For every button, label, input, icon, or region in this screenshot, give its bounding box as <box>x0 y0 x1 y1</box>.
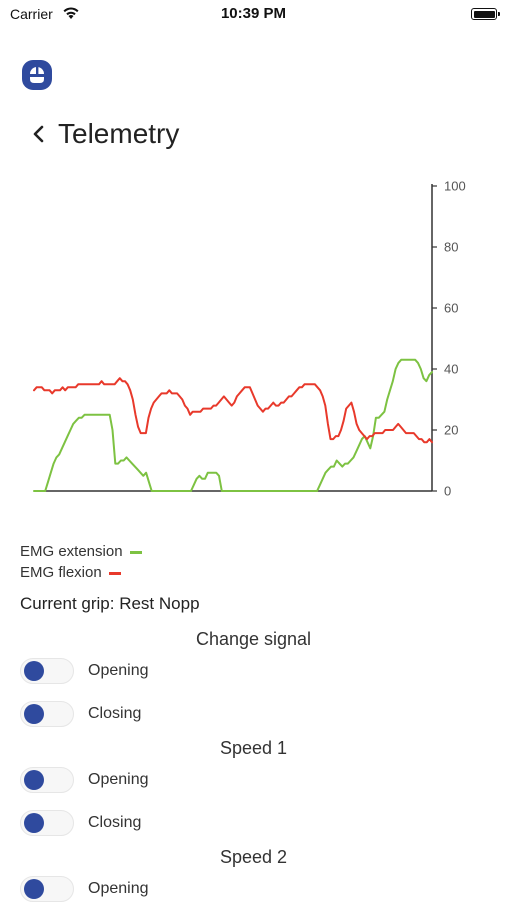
wifi-icon <box>63 7 79 19</box>
carrier-label: Carrier <box>10 6 53 22</box>
section-title-speed-1: Speed 1 <box>219 738 288 758</box>
change-signal-closing-toggle[interactable] <box>20 701 74 727</box>
chart-legend: EMG extension EMG flexion <box>20 541 142 583</box>
toggle-label: Closing <box>88 705 142 722</box>
y-tick-label-20: 20 <box>444 423 458 438</box>
y-tick-label-0: 0 <box>444 484 451 499</box>
legend-item-extension: EMG extension <box>20 541 142 562</box>
legend-swatch-flexion <box>108 572 121 575</box>
toggle-label: Opening <box>88 880 149 897</box>
legend-label: EMG extension <box>20 543 123 560</box>
toggle-label: Opening <box>88 771 149 788</box>
section-title-change-signal: Change signal <box>195 629 312 649</box>
emg-telemetry-chart: 0 20 40 60 80 100 <box>33 179 466 499</box>
toggle-knob <box>24 879 44 899</box>
toggle-row-speed-1-closing: Closing <box>20 809 141 837</box>
toggle-row-change-signal-opening: Opening <box>20 657 149 685</box>
series-line-emg-extension <box>33 358 433 492</box>
speed-2-opening-toggle[interactable] <box>20 876 74 902</box>
y-tick-label-80: 80 <box>444 240 458 255</box>
y-tick-label-100: 100 <box>444 179 466 194</box>
toggle-label: Closing <box>88 814 142 831</box>
toggle-knob <box>24 704 44 724</box>
y-tick-label-60: 60 <box>444 301 458 316</box>
toggle-label: Opening <box>88 662 149 679</box>
toggle-row-change-signal-closing: Closing <box>20 700 141 728</box>
toggle-knob <box>24 661 44 681</box>
legend-item-flexion: EMG flexion <box>20 562 142 583</box>
change-signal-opening-toggle[interactable] <box>20 658 74 684</box>
battery-icon <box>471 8 500 20</box>
toggle-row-speed-2-opening: Opening <box>20 875 149 903</box>
section-title-speed-2: Speed 2 <box>219 847 288 867</box>
legend-swatch-extension <box>129 551 142 554</box>
y-tick-label-40: 40 <box>444 362 458 377</box>
status-bar: Carrier 10:39 PM <box>0 0 507 30</box>
hand-logo-icon <box>22 60 52 90</box>
page-header: Telemetry <box>28 114 179 154</box>
toggle-knob <box>24 813 44 833</box>
current-grip: Current grip: Rest Nopp <box>20 594 200 613</box>
speed-1-opening-toggle[interactable] <box>20 767 74 793</box>
legend-label: EMG flexion <box>20 564 102 581</box>
series-line-emg-flexion <box>33 377 433 444</box>
toggle-knob <box>24 770 44 790</box>
clock: 10:39 PM <box>220 5 287 22</box>
chevron-left-icon[interactable] <box>28 123 50 145</box>
toggle-row-speed-1-opening: Opening <box>20 766 149 794</box>
speed-1-closing-toggle[interactable] <box>20 810 74 836</box>
page-title: Telemetry <box>58 118 180 149</box>
